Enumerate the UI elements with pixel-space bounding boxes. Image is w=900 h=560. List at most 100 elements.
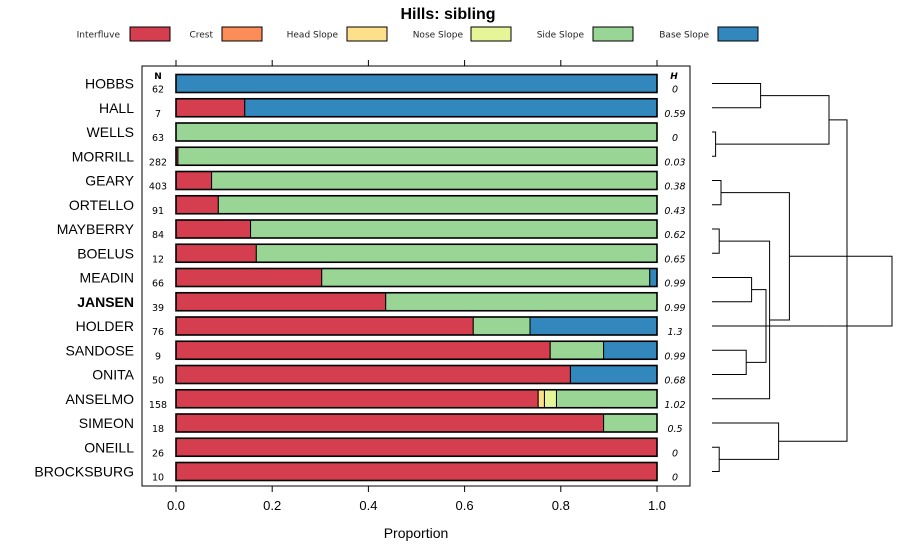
bar-segment-interfluve <box>175 268 323 287</box>
row-label: GEARY <box>85 173 134 189</box>
dendrogram-link <box>721 192 790 321</box>
row-label: WELLS <box>87 124 134 140</box>
dendrogram-link <box>712 240 771 400</box>
row-label: HALL <box>99 100 134 116</box>
row-n-value: 76 <box>152 327 164 338</box>
bar-segment-base-slope <box>244 98 658 118</box>
row-n-value: 158 <box>149 400 167 411</box>
bar-segment-side-slope <box>211 171 658 190</box>
row-h-value: 0 <box>672 133 678 144</box>
bar-segment-base-slope <box>569 365 658 384</box>
bar-segment-interfluve <box>175 195 219 215</box>
bar-row: WELLS 63 0 <box>87 122 678 144</box>
row-h-value: 0.5 <box>667 424 682 435</box>
legend-label: Head Slope <box>287 31 339 41</box>
row-n-value: 10 <box>152 473 164 484</box>
row-label: SIMEON <box>79 415 134 431</box>
row-label: MORRILL <box>72 148 134 164</box>
bar-row: MAYBERRY 84 0.62 <box>57 219 686 241</box>
bar-segment-base-slope <box>175 74 658 93</box>
bar-outline <box>175 122 658 142</box>
bar-row: ONEILL 26 0 <box>84 437 678 459</box>
bar-segment-head-slope <box>537 389 545 409</box>
row-label: BROCKSBURG <box>34 464 134 480</box>
bar-row: HOLDER 76 1.3 <box>76 316 683 338</box>
row-h-value: 0 <box>672 85 678 96</box>
bar-row: MORRILL 282 0.03 <box>72 146 686 168</box>
bar-row: HALL 7 0.59 <box>99 97 686 120</box>
bar-segment-interfluve <box>175 171 213 190</box>
chart-title: Hills: sibling <box>400 6 495 23</box>
row-label: ORTELLO <box>69 197 134 213</box>
bar-outline <box>175 170 658 191</box>
bar-segment-nose-slope <box>543 389 557 409</box>
row-n-value: 18 <box>152 424 164 435</box>
bar-segment-side-slope <box>175 122 658 142</box>
bar-segment-side-slope <box>250 219 658 239</box>
bar-row: JANSEN 39 0.99 <box>77 291 686 314</box>
legend-swatch <box>470 26 512 42</box>
row-label: HOBBS <box>85 76 134 92</box>
bar-row: GEARY 403 0.38 <box>85 170 686 193</box>
row-h-value: 0 <box>672 448 678 459</box>
row-h-value: 0.99 <box>664 351 685 362</box>
bar-segment-side-slope <box>385 292 658 312</box>
bar-segment-side-slope <box>603 413 658 433</box>
bar-segment-side-slope <box>555 389 658 409</box>
row-h-value: 0.43 <box>664 206 685 217</box>
bar-outline <box>175 316 658 336</box>
row-h-value: 0.99 <box>664 279 685 290</box>
bar-row: ONITA 50 0.68 <box>92 364 686 387</box>
bar-row: MEADIN 66 0.99 <box>80 267 686 290</box>
dendrogram-link <box>712 422 780 460</box>
bar-segment-interfluve <box>175 462 658 481</box>
dendrogram-link <box>712 131 717 157</box>
dendrogram-link <box>778 119 848 442</box>
dendrogram-link <box>712 277 753 303</box>
row-n-value: 403 <box>149 182 167 193</box>
row-n-value: 84 <box>152 230 164 241</box>
bar-outline <box>175 340 658 361</box>
row-h-value: 0 <box>672 473 678 484</box>
legend-label: Crest <box>189 31 213 41</box>
bar-segment-interfluve <box>175 437 658 457</box>
row-label: MAYBERRY <box>57 221 135 237</box>
dendrogram-link <box>712 228 720 254</box>
legend-label: Side Slope <box>537 31 585 41</box>
legend-label: Nose Slope <box>413 31 464 41</box>
bar-segment-side-slope <box>321 268 651 287</box>
row-h-value: 0.59 <box>664 109 685 120</box>
bar-outline <box>175 243 658 264</box>
row-n-value: 26 <box>152 448 164 459</box>
row-n-value: 9 <box>155 351 161 362</box>
x-tick-label: 0.4 <box>359 498 377 513</box>
bar-segment-interfluve <box>175 389 539 409</box>
n-column-header: N <box>154 72 162 82</box>
row-label: ANSELMO <box>66 391 135 407</box>
bar-outline <box>175 194 658 215</box>
dendrogram <box>712 83 893 472</box>
x-tick-label: 1.0 <box>648 498 666 513</box>
legend-swatch <box>221 26 263 42</box>
bar-segment-side-slope <box>255 243 658 263</box>
row-n-value: 12 <box>152 254 164 265</box>
h-column-header: H <box>670 72 678 82</box>
legend: Interfluve Crest Head Slope Nose Slope Side … <box>77 26 759 42</box>
x-tick-label: 0.0 <box>167 498 185 513</box>
bar-segment-base-slope <box>603 340 658 360</box>
legend-label: Interfluve <box>77 31 121 41</box>
x-axis-title: Proportion <box>384 525 449 541</box>
bar-segment-base-slope <box>649 268 658 287</box>
row-label: SANDOSE <box>66 342 134 358</box>
row-label: MEADIN <box>80 270 134 286</box>
bar-row: SANDOSE 9 0.99 <box>66 340 686 362</box>
row-h-value: 0.38 <box>664 182 685 193</box>
bar-outline <box>175 437 658 458</box>
dendrogram-link <box>712 180 722 206</box>
row-n-value: 7 <box>155 109 161 120</box>
bar-segment-interfluve <box>175 365 571 384</box>
legend-swatch <box>346 26 388 42</box>
x-tick-label: 0.2 <box>263 498 281 513</box>
bar-row: ANSELMO 158 1.02 <box>66 388 686 411</box>
bar-segment-base-slope <box>529 316 658 336</box>
